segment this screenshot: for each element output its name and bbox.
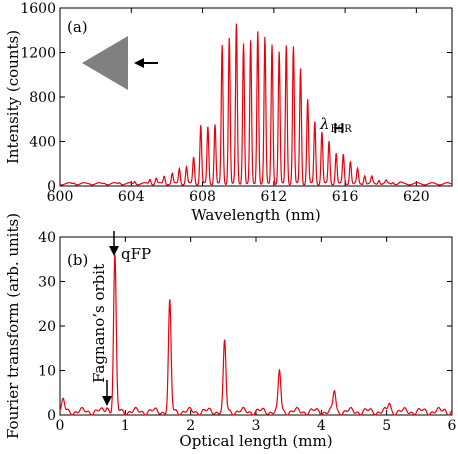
x-tick-label: 1 [121, 418, 130, 434]
x-tick-label: 3 [252, 418, 261, 434]
panel-a-xlabel: Wavelength (nm) [191, 206, 320, 224]
x-tick-label: 604 [118, 189, 145, 205]
x-tick-label: 608 [189, 189, 216, 205]
arrow-left-icon [134, 58, 158, 68]
panel-b-frame [59, 236, 453, 416]
x-tick-label: 600 [47, 189, 74, 205]
panel-b-xlabel: Optical length (mm) [179, 432, 332, 450]
fagnano-label: Fagnano’s orbit [90, 264, 108, 383]
qfp-arrow-icon [109, 231, 119, 256]
fagnano-arrow-icon [102, 380, 112, 406]
x-tick-label: 620 [403, 189, 430, 205]
y-tick-label: 40 [38, 230, 56, 246]
panel-b-fourier-line [59, 254, 453, 416]
x-tick-label: 4 [317, 418, 326, 434]
x-tick-label: 5 [382, 418, 391, 434]
y-tick-label: 0 [47, 408, 56, 424]
x-tick-label: 2 [186, 418, 195, 434]
panel-a-tag: (a) [67, 18, 88, 36]
prism-icon [82, 36, 128, 90]
y-tick-label: 400 [29, 135, 56, 151]
y-tick-label: 800 [29, 90, 56, 106]
panel-a-ylabel: Intensity (counts) [4, 30, 22, 164]
x-tick-label: 0 [56, 418, 65, 434]
y-tick-label: 1200 [20, 46, 56, 62]
fsr-label: λFSR [319, 115, 352, 135]
fsr-bracket [334, 123, 344, 134]
panel-a: 600 604 608 612 616 620 0 400 800 1200 1600 (a) λF… [4, 1, 453, 224]
x-tick-label: 6 [448, 418, 457, 434]
panel-b-ylabel: Fourier transform (arb. units) [4, 213, 22, 439]
panel-b-peaks [63, 257, 444, 410]
x-tick-label: 612 [260, 189, 287, 205]
y-tick-label: 10 [38, 364, 56, 380]
qfp-label: qFP [121, 245, 151, 263]
y-tick-label: 0 [47, 179, 56, 195]
panel-b-tag: (b) [67, 251, 88, 269]
panel-a-spectrum-line [59, 23, 453, 186]
y-tick-label: 1600 [20, 1, 56, 17]
y-tick-label: 30 [38, 275, 56, 291]
y-tick-label: 20 [38, 319, 56, 335]
x-tick-label: 616 [332, 189, 359, 205]
panel-b-ticks: 0 1 2 3 4 5 6 0 10 20 30 40 [38, 230, 456, 434]
panel-a-ticks: 600 604 608 612 616 620 0 400 800 1200 1600 [20, 1, 452, 205]
panel-b: 0 1 2 3 4 5 6 0 10 20 30 40 (b) qFP Fagnano’s orbit… [4, 213, 457, 450]
